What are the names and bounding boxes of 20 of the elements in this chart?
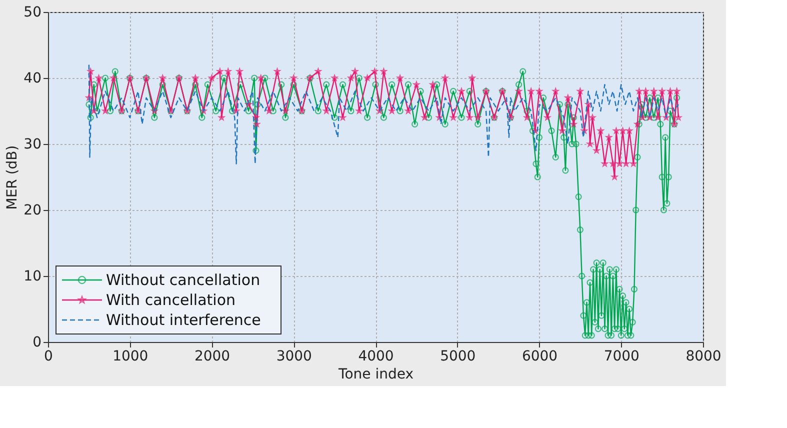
y-tick-label: 30 xyxy=(24,136,42,152)
x-tick-label: 3000 xyxy=(276,348,312,364)
y-tick-label: 0 xyxy=(32,334,42,350)
x-tick-label: 5000 xyxy=(440,348,476,364)
y-tick-label: 50 xyxy=(24,4,42,20)
x-tick-label: 8000 xyxy=(686,348,722,364)
x-tick-label: 2000 xyxy=(194,348,230,364)
x-tick-label: 4000 xyxy=(358,348,394,364)
legend-label: Without interference xyxy=(106,311,261,329)
legend-label: With cancellation xyxy=(106,291,236,309)
x-tick-label: 7000 xyxy=(604,348,640,364)
x-tick-label: 0 xyxy=(44,348,53,364)
x-axis-title: Tone index xyxy=(338,366,414,382)
y-axis-title: MER (dB) xyxy=(4,145,21,210)
y-tick-label: 10 xyxy=(24,268,42,284)
legend-label: Without cancellation xyxy=(106,271,260,289)
x-tick-label: 1000 xyxy=(112,348,148,364)
y-tick-label: 40 xyxy=(24,70,42,86)
y-tick-label: 20 xyxy=(24,202,42,218)
x-tick-label: 6000 xyxy=(522,348,558,364)
